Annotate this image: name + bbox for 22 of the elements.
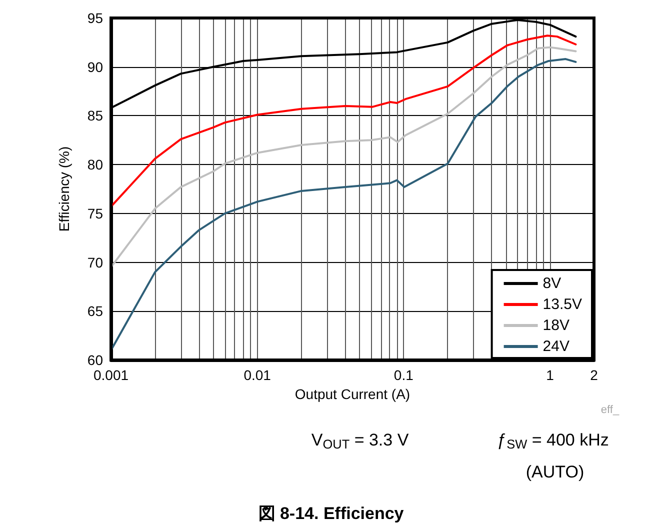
y-tick-label: 85 [87, 108, 104, 124]
text: eff_ [600, 404, 620, 416]
y-axis-title: Efficiency (%) [56, 146, 72, 232]
y-tick-label: 80 [87, 156, 104, 173]
y-tick-label: 65 [87, 303, 104, 320]
y-tick-label: 70 [87, 254, 104, 270]
x-tick-label: 0.001 [93, 367, 129, 383]
text: 図 8-14. Efficiency [258, 504, 404, 523]
legend-label: 8V [542, 275, 562, 292]
x-tick-label: 1 [546, 367, 554, 383]
legend-label: 13.5V [542, 296, 582, 313]
x-tick-label: 0.01 [244, 367, 272, 383]
x-tick-label: 2 [590, 367, 598, 383]
x-axis-title: Output Current (A) [294, 386, 410, 402]
y-tick-label: 95 [87, 10, 104, 26]
legend-label: 18V [542, 317, 570, 334]
y-tick-label: 75 [87, 205, 104, 222]
y-tick-label: 60 [87, 352, 104, 368]
y-tick-label: 90 [87, 58, 104, 75]
legend-label: 24V [542, 338, 570, 355]
x-tick-label: 0.1 [394, 367, 414, 383]
text: (AUTO) [526, 462, 584, 482]
